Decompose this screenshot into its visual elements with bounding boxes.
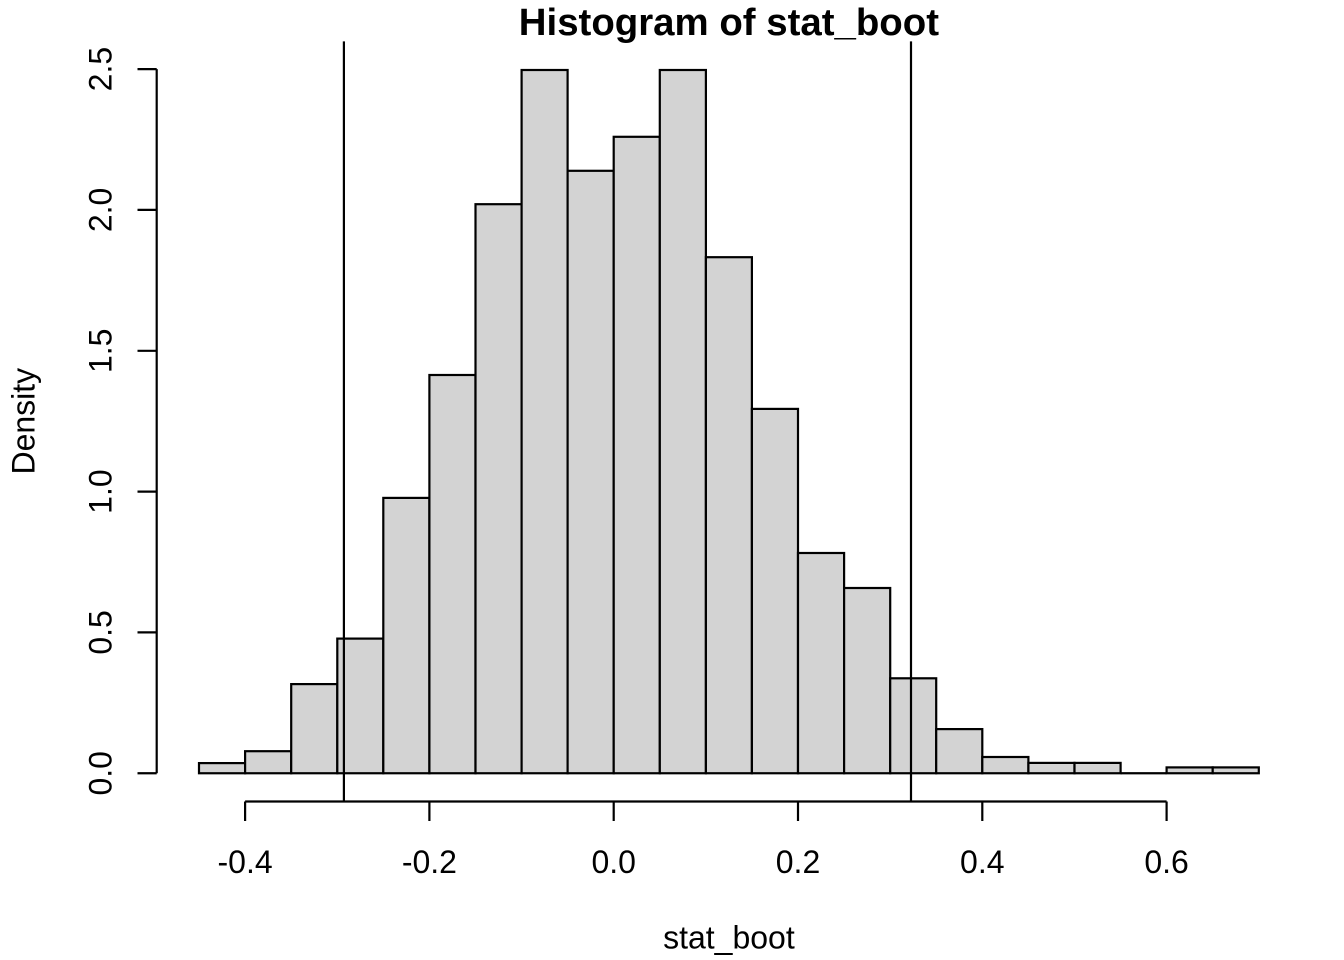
- svg-text:0.5: 0.5: [83, 610, 119, 654]
- svg-text:Histogram of stat_boot: Histogram of stat_boot: [519, 1, 939, 44]
- svg-text:0.0: 0.0: [591, 844, 635, 880]
- svg-text:1.5: 1.5: [83, 329, 119, 373]
- svg-text:-0.2: -0.2: [402, 844, 457, 880]
- svg-text:0.0: 0.0: [83, 751, 119, 795]
- svg-text:0.6: 0.6: [1144, 844, 1188, 880]
- svg-text:Density: Density: [6, 368, 42, 475]
- svg-text:2.0: 2.0: [83, 188, 119, 232]
- svg-text:0.2: 0.2: [776, 844, 820, 880]
- svg-text:0.4: 0.4: [960, 844, 1004, 880]
- svg-text:1.0: 1.0: [83, 469, 119, 513]
- svg-text:2.5: 2.5: [83, 47, 119, 91]
- svg-text:-0.4: -0.4: [218, 844, 273, 880]
- svg-text:stat_boot: stat_boot: [663, 919, 795, 955]
